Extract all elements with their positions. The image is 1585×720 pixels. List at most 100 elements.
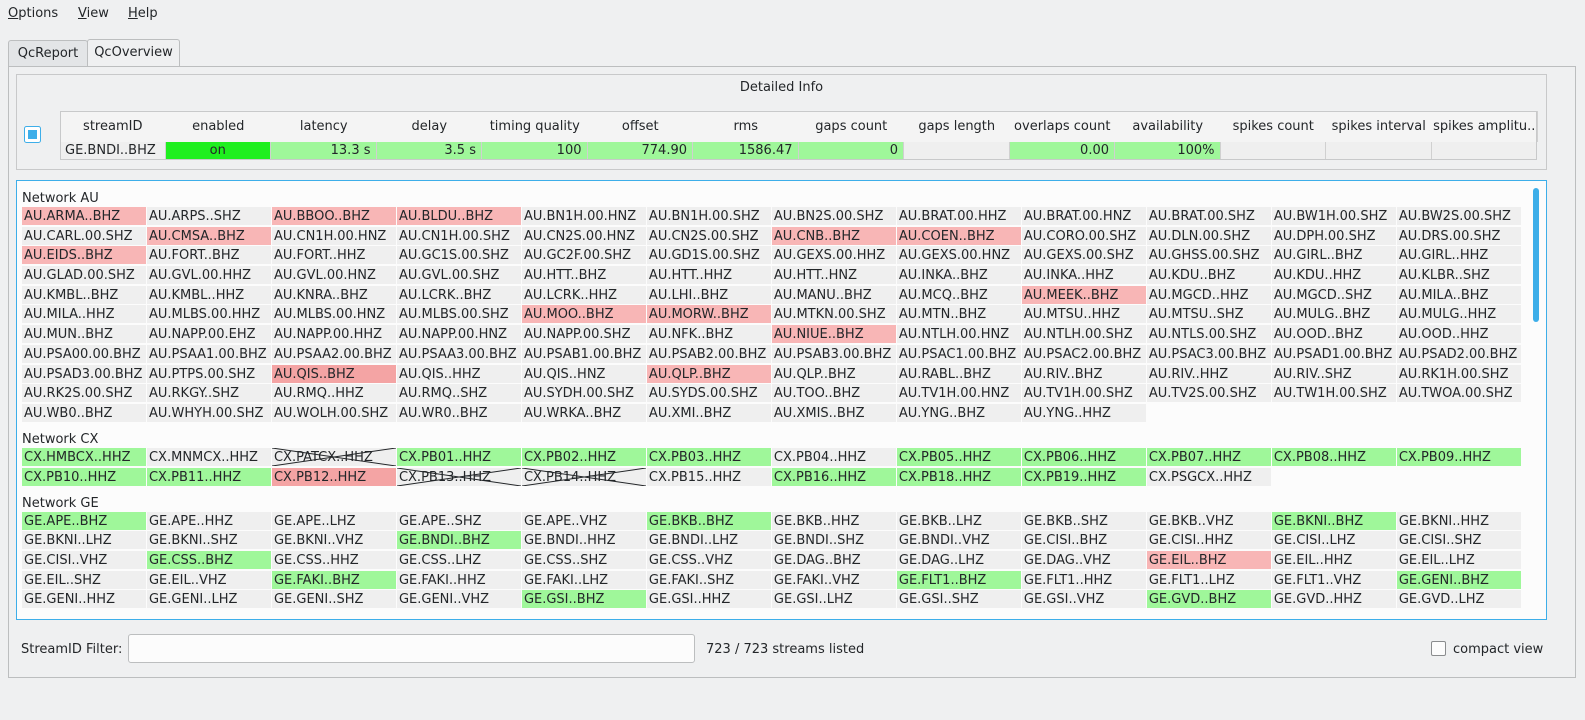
stream-cell[interactable]: GE.BKNI..VHZ (271, 531, 396, 550)
stream-cell[interactable]: AU.DLN.00.SHZ (1146, 226, 1271, 245)
stream-cell[interactable]: GE.BKB..HHZ (771, 511, 896, 530)
scrollbar[interactable] (1533, 188, 1539, 322)
stream-cell[interactable]: AU.PSAC3.00.BHZ (1146, 344, 1271, 363)
stream-cell[interactable]: GE.BNDI..BHZ (396, 531, 521, 550)
stream-cell[interactable]: AU.MGCD..HHZ (1146, 285, 1271, 304)
stream-cell[interactable]: GE.EIL..HHZ (1271, 550, 1396, 569)
menu-item[interactable]: View (78, 6, 109, 21)
stream-cell[interactable]: GE.GVD..LHZ (1396, 590, 1521, 609)
stream-cell[interactable]: GE.CISI..BHZ (1021, 531, 1146, 550)
stream-cell[interactable]: AU.KNRA..BHZ (271, 285, 396, 304)
stream-cell[interactable]: AU.XMIS..BHZ (771, 403, 896, 422)
stream-cell[interactable]: AU.MULG..HHZ (1396, 305, 1521, 324)
stream-cell[interactable]: AU.MTSU..SHZ (1146, 305, 1271, 324)
stream-cell[interactable]: AU.TV2S.00.SHZ (1146, 384, 1271, 403)
stream-cell[interactable]: GE.EIL..VHZ (146, 570, 271, 589)
stream-cell[interactable]: GE.CISI..VHZ (22, 550, 146, 569)
stream-cell[interactable]: CX.MNMCX..HHZ (146, 447, 271, 466)
stream-cell[interactable]: AU.TOO..BHZ (771, 384, 896, 403)
stream-cell[interactable]: GE.CISI..SHZ (1396, 531, 1521, 550)
stream-cell[interactable]: AU.TW1H.00.SHZ (1271, 384, 1396, 403)
stream-cell[interactable]: AU.PSAD1.00.BHZ (1271, 344, 1396, 363)
stream-cell[interactable]: AU.KMBL..HHZ (146, 285, 271, 304)
stream-cell[interactable]: CX.PB04..HHZ (771, 447, 896, 466)
stream-cell[interactable]: AU.QIS..BHZ (271, 364, 396, 383)
stream-cell[interactable]: AU.MLBS.00.HHZ (146, 305, 271, 324)
stream-cell[interactable]: AU.CN1H.00.SHZ (396, 226, 521, 245)
stream-cell[interactable]: AU.PSAD3.00.BHZ (22, 364, 146, 383)
stream-cell[interactable]: GE.GSI..HHZ (646, 590, 771, 609)
stream-cell[interactable]: GE.DAG..BHZ (771, 550, 896, 569)
stream-cell[interactable]: CX.PB03..HHZ (646, 447, 771, 466)
stream-cell[interactable]: CX.PB13..HHZ (396, 467, 521, 486)
compact-checkbox[interactable] (1431, 641, 1446, 656)
stream-cell[interactable]: AU.QIS..HHZ (396, 364, 521, 383)
stream-cell[interactable]: AU.RIV..SHZ (1271, 364, 1396, 383)
filter-input[interactable] (128, 634, 695, 663)
stream-cell[interactable]: CX.PB14..HHZ (521, 467, 646, 486)
stream-cell[interactable]: GE.BKB..SHZ (1021, 511, 1146, 530)
stream-cell[interactable]: AU.PSAA3.00.BHZ (396, 344, 521, 363)
stream-cell[interactable]: AU.MCQ..BHZ (896, 285, 1021, 304)
stream-cell[interactable]: AU.WRKA..BHZ (521, 403, 646, 422)
stream-cell[interactable]: AU.WOLH.00.SHZ (271, 403, 396, 422)
stream-cell[interactable]: AU.COEN..BHZ (896, 226, 1021, 245)
stream-cell[interactable]: CX.PB16..HHZ (771, 467, 896, 486)
stream-cell[interactable]: AU.NAPP.00.HNZ (396, 325, 521, 344)
stream-cell[interactable]: GE.CSS..SHZ (521, 550, 646, 569)
stream-cell[interactable]: AU.DRS.00.SHZ (1396, 226, 1521, 245)
stream-cell[interactable]: AU.RK1H.00.SHZ (1396, 364, 1521, 383)
stream-cell[interactable]: AU.GVL.00.HHZ (146, 266, 271, 285)
stream-cell[interactable]: AU.PSAD2.00.BHZ (1396, 344, 1521, 363)
stream-cell[interactable]: AU.NAPP.00.EHZ (146, 325, 271, 344)
stream-cell[interactable]: AU.GEXS.00.SHZ (1021, 246, 1146, 265)
stream-cell[interactable]: AU.MILA..BHZ (1396, 285, 1521, 304)
stream-cell[interactable]: AU.RMQ..HHZ (271, 384, 396, 403)
stream-cell[interactable]: AU.GVL.00.SHZ (396, 266, 521, 285)
stream-cell[interactable]: GE.DAG..VHZ (1021, 550, 1146, 569)
stream-cell[interactable]: AU.CN1H.00.HNZ (271, 226, 396, 245)
stream-cell[interactable]: AU.NTLH.00.SHZ (1021, 325, 1146, 344)
stream-cell[interactable]: GE.APE..VHZ (521, 511, 646, 530)
stream-cell[interactable]: AU.BLDU..BHZ (396, 207, 521, 225)
stream-cell[interactable]: AU.PSAB1.00.BHZ (521, 344, 646, 363)
stream-cell[interactable]: AU.NAPP.00.SHZ (521, 325, 646, 344)
stream-cell[interactable]: GE.FLT1..BHZ (896, 570, 1021, 589)
stream-cell[interactable]: AU.RK2S.00.SHZ (22, 384, 146, 403)
stream-cell[interactable]: AU.LCRK..BHZ (396, 285, 521, 304)
stream-cell[interactable]: AU.PSAC2.00.BHZ (1021, 344, 1146, 363)
stream-cell[interactable]: AU.PSA00.00.BHZ (22, 344, 146, 363)
stream-cell[interactable]: AU.SYDH.00.SHZ (521, 384, 646, 403)
stream-cell[interactable]: AU.GLAD.00.SHZ (22, 266, 146, 285)
stream-cell[interactable]: AU.BN2S.00.SHZ (771, 207, 896, 225)
stream-cell[interactable]: GE.GSI..VHZ (1021, 590, 1146, 609)
stream-cell[interactable]: CX.PB05..HHZ (896, 447, 1021, 466)
stream-cell[interactable]: AU.TWOA.00.SHZ (1396, 384, 1521, 403)
stream-cell[interactable]: GE.FAKI..VHZ (771, 570, 896, 589)
stream-cell[interactable]: AU.PSAB2.00.BHZ (646, 344, 771, 363)
stream-cell[interactable]: GE.GENI..BHZ (1396, 570, 1521, 589)
stream-cell[interactable]: AU.BBOO..BHZ (271, 207, 396, 225)
stream-cell[interactable]: GE.BKB..LHZ (896, 511, 1021, 530)
stream-cell[interactable]: AU.MTKN.00.SHZ (771, 305, 896, 324)
stream-cell[interactable]: AU.WR0..BHZ (396, 403, 521, 422)
stream-cell[interactable]: AU.WB0..BHZ (22, 403, 146, 422)
stream-cell[interactable]: AU.QLP..BHZ (646, 364, 771, 383)
stream-cell[interactable]: AU.GIRL..BHZ (1271, 246, 1396, 265)
stream-cell[interactable]: AU.PSAB3.00.BHZ (771, 344, 896, 363)
stream-cell[interactable]: AU.EIDS..BHZ (22, 246, 146, 265)
stream-cell[interactable]: AU.OOD..HHZ (1396, 325, 1521, 344)
stream-cell[interactable]: AU.BW2S.00.SHZ (1396, 207, 1521, 225)
stream-cell[interactable]: AU.NAPP.00.HHZ (271, 325, 396, 344)
stream-cell[interactable]: GE.BNDI..SHZ (771, 531, 896, 550)
stream-cell[interactable]: GE.DAG..LHZ (896, 550, 1021, 569)
stream-cell[interactable]: AU.RIV..BHZ (1021, 364, 1146, 383)
stream-cell[interactable]: CX.PB12..HHZ (271, 467, 396, 486)
stream-cell[interactable]: GE.BKNI..LHZ (22, 531, 146, 550)
stream-cell[interactable]: AU.SYDS.00.SHZ (646, 384, 771, 403)
stream-cell[interactable]: CX.PB11..HHZ (146, 467, 271, 486)
stream-cell[interactable]: CX.PB15..HHZ (646, 467, 771, 486)
stream-cell[interactable]: AU.KDU..BHZ (1146, 266, 1271, 285)
stream-cell[interactable]: AU.FORT..BHZ (146, 246, 271, 265)
stream-cell[interactable]: AU.NIUE..BHZ (771, 325, 896, 344)
